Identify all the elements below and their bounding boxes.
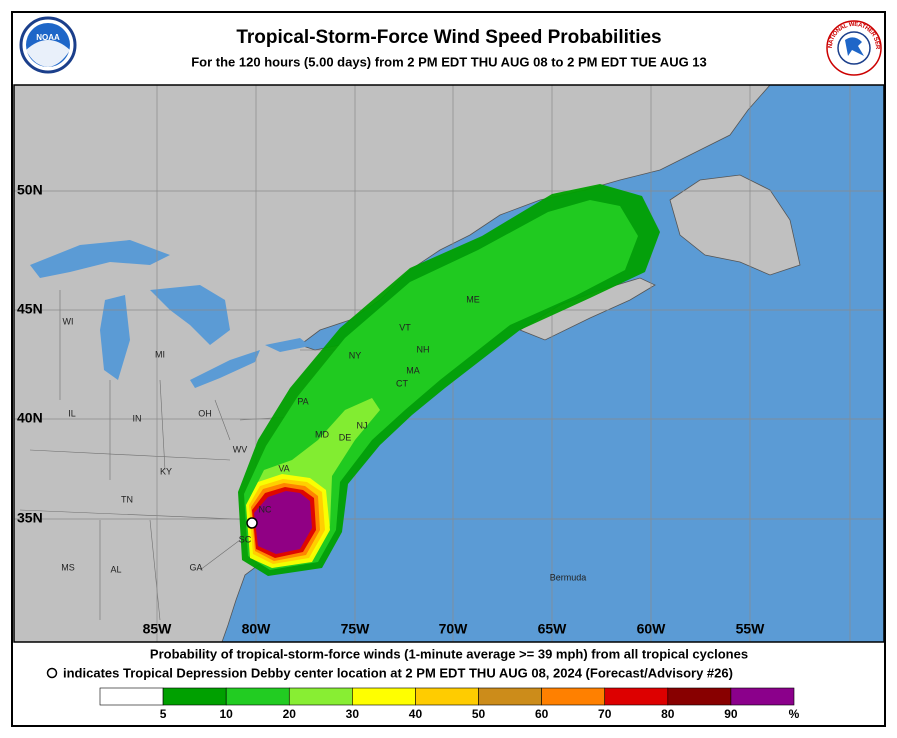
map: WI MI IL IN OH KY TN WV VA PA NY VT NH ME MA CT MD DE NJ NC… — [13, 84, 885, 643]
lake — [190, 350, 260, 388]
probability-area — [254, 491, 312, 554]
legend-swatch — [225, 687, 290, 706]
legend-swatch — [730, 687, 795, 706]
subtitle: For the 120 hours (5.00 days) from 2 PM … — [191, 54, 707, 69]
legend: 5 10 20 30 40 50 60 70 80 90% — [99, 687, 800, 721]
legend-tick-label: 60 — [535, 707, 549, 721]
lon-label: 70W — [439, 621, 469, 637]
legend-swatch — [604, 687, 669, 706]
lake — [150, 285, 230, 345]
legend-swatch — [352, 687, 416, 706]
map-body: WI MI IL IN OH KY TN WV VA PA NY VT NH ME MA CT MD DE NJ NC… — [14, 85, 884, 642]
legend-tick-label: 70 — [598, 707, 612, 721]
coordinate-labels: 50N 45N 40N 35N 85W 80W 75W 70W 65W 60W 55W — [17, 182, 765, 637]
probability-area — [244, 200, 638, 570]
lake — [100, 295, 130, 380]
legend-swatch — [541, 687, 606, 706]
lat-label: 35N — [17, 510, 43, 526]
footer-line: indicates Tropical Depression Debby cent… — [63, 665, 733, 680]
lon-label: 60W — [637, 621, 667, 637]
place-label: NH — [417, 344, 430, 354]
legend-swatch — [162, 687, 227, 706]
place-label: TN — [121, 494, 133, 504]
place-label: IL — [68, 408, 76, 418]
place-label: NY — [349, 350, 362, 360]
legend-tick-label: 10 — [220, 707, 234, 721]
frame — [11, 11, 886, 727]
legend-swatch — [288, 687, 353, 706]
place-label: ME — [466, 294, 480, 304]
place-label: MD — [315, 429, 329, 439]
lat-label: 40N — [17, 410, 43, 426]
probability-swath — [238, 184, 660, 576]
legend-swatch — [667, 687, 732, 706]
legend-tick-label: 30 — [346, 707, 360, 721]
legend-swatch — [478, 687, 542, 706]
legend-tick-label: 40 — [409, 707, 423, 721]
lat-label: 50N — [17, 182, 43, 198]
place-labels: WI MI IL IN OH KY TN WV VA PA NY VT NH ME MA CT MD DE NJ NC… — [61, 294, 586, 582]
place-label: WV — [233, 444, 248, 454]
lon-label: 65W — [538, 621, 568, 637]
lon-label: 55W — [736, 621, 766, 637]
place-label: SC — [239, 534, 252, 544]
legend-tick-label: 50 — [472, 707, 486, 721]
lake — [265, 338, 310, 352]
place-label: NC — [259, 504, 272, 514]
place-label: Bermuda — [550, 572, 587, 582]
place-label: WI — [63, 316, 74, 326]
title: Tropical-Storm-Force Wind Speed Probabil… — [236, 27, 661, 48]
place-label: CT — [396, 378, 408, 388]
lon-label: 80W — [242, 621, 272, 637]
noaa-logo: NOAA — [19, 16, 77, 74]
center-symbol — [46, 667, 58, 679]
lon-label: 85W — [143, 621, 173, 637]
lat-label: 45N — [17, 301, 43, 317]
map-border — [13, 84, 885, 643]
legend-unit: % — [789, 707, 800, 721]
legend-tick-label: 80 — [661, 707, 675, 721]
place-label: PA — [297, 396, 308, 406]
legend-swatch — [415, 687, 479, 706]
place-label: OH — [198, 408, 212, 418]
logo-text: NOAA — [36, 33, 60, 42]
legend-tick-label: 5 — [160, 707, 167, 721]
storm-center — [246, 517, 258, 529]
place-label: MS — [61, 562, 75, 572]
legend-tick-label: 20 — [283, 707, 297, 721]
place-label: DE — [339, 432, 352, 442]
place-label: KY — [160, 466, 172, 476]
place-label: MI — [155, 349, 165, 359]
place-label: VT — [399, 322, 411, 332]
place-label: VA — [278, 463, 289, 473]
legend-tick-label: 90 — [724, 707, 738, 721]
place-label: NJ — [357, 420, 368, 430]
land — [669, 174, 801, 276]
place-label: AL — [110, 564, 121, 574]
place-label: IN — [133, 413, 142, 423]
legend-swatch — [99, 687, 164, 706]
lake — [30, 240, 170, 278]
footer-line: Probability of tropical-storm-force wind… — [150, 646, 748, 661]
lon-label: 75W — [341, 621, 371, 637]
place-label: MA — [406, 365, 420, 375]
place-label: GA — [189, 562, 202, 572]
